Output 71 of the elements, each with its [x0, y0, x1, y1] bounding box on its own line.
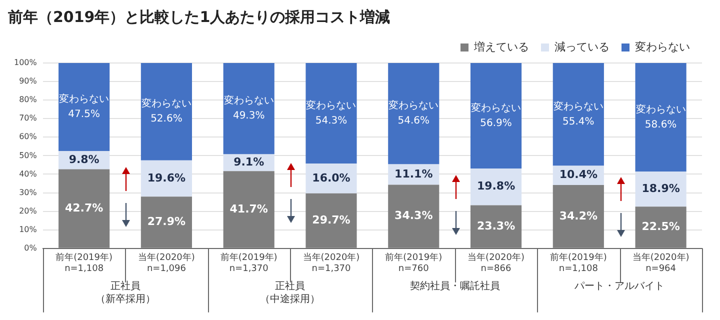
data-label: 23.3% [476, 219, 516, 232]
bar [470, 205, 522, 248]
bar [306, 193, 357, 248]
x-tick-label: 当年(2020年) n=1,096 [138, 252, 195, 274]
bar [388, 63, 440, 164]
y-tick-label: 10% [19, 224, 38, 234]
bar [388, 184, 440, 248]
y-tick-label: 100% [14, 58, 38, 68]
data-label: 42.7% [64, 201, 104, 214]
x-tick-label: 前年(2019年) n=1,108 [550, 252, 607, 274]
data-label: 19.6% [147, 171, 186, 184]
x-tick-label: 前年(2019年) n=1,370 [220, 252, 278, 274]
bar [635, 63, 686, 172]
bar [635, 172, 686, 207]
data-label: 変わらない 58.6% [636, 103, 686, 130]
data-label: 29.7% [312, 213, 350, 226]
y-tick-label: 40% [19, 169, 38, 178]
y-tick-label: 30% [19, 188, 38, 197]
y-tick-label: 80% [19, 95, 38, 104]
chart-title: 前年（2019年）と比較した1人あたりの採用コスト増減 [8, 8, 392, 28]
bar [223, 171, 274, 248]
data-label: 変わらない 54.6% [388, 100, 439, 127]
data-label: 10.4% [559, 168, 598, 182]
data-label: 27.9% [147, 215, 186, 228]
bar [635, 206, 686, 248]
text: パート・アルバイト [574, 280, 665, 292]
y-tick-label: 60% [19, 132, 38, 142]
data-label: 34.3% [394, 209, 433, 222]
text: 契約社員・嘱託社員 [410, 280, 500, 292]
legend-label: 変わらない [635, 40, 690, 54]
bar [58, 169, 110, 248]
bar [58, 63, 110, 152]
y-tick-label: 70% [19, 114, 38, 123]
data-label: 22.5% [642, 220, 680, 234]
y-tick-label: 90% [19, 76, 38, 86]
text: 正社員（新卒採用） [95, 280, 156, 305]
data-label: 19.8% [476, 180, 516, 193]
data-label: 9.1% [234, 156, 264, 169]
x-tick-label: 前年(2019年) n=1,108 [56, 252, 113, 274]
bar [140, 63, 192, 160]
data-label: 変わらない 55.4% [553, 100, 604, 128]
bar [470, 168, 522, 206]
x-tick-label: 前年(2019年) n=760 [385, 252, 442, 274]
x-tick-label: 当年(2020年) n=866 [468, 252, 524, 274]
y-tick-label: 50% [19, 150, 38, 160]
bar [306, 63, 357, 164]
data-label: 16.0% [312, 171, 350, 184]
data-label: 変わらない 49.3% [224, 94, 274, 122]
data-label: 変わらない 52.6% [141, 98, 192, 125]
data-label: 変わらない 54.3% [306, 99, 356, 126]
data-label: 41.7% [230, 202, 268, 216]
bar [140, 160, 192, 197]
bar [223, 63, 274, 154]
bar [552, 184, 604, 248]
y-tick-label: 20% [19, 206, 38, 216]
x-tick-label: 当年(2020年) n=964 [632, 252, 690, 274]
bar [470, 63, 522, 168]
data-label: 34.2% [559, 209, 598, 222]
bar [306, 164, 357, 194]
data-label: 変わらない 47.5% [59, 93, 110, 120]
data-label: 18.9% [642, 182, 680, 196]
data-label: 9.8% [68, 153, 100, 166]
legend-label: 減っている [554, 40, 610, 54]
legend-label: 増えている [473, 40, 529, 54]
x-tick-label: 当年(2020年) n=1,370 [302, 252, 360, 274]
data-label: 11.1% [394, 167, 433, 180]
data-label: 変わらない 56.9% [471, 102, 522, 129]
bar [140, 196, 192, 248]
text: 正社員（中途採用） [260, 280, 320, 305]
bar [552, 63, 604, 166]
y-tick-label: 0% [24, 243, 38, 252]
